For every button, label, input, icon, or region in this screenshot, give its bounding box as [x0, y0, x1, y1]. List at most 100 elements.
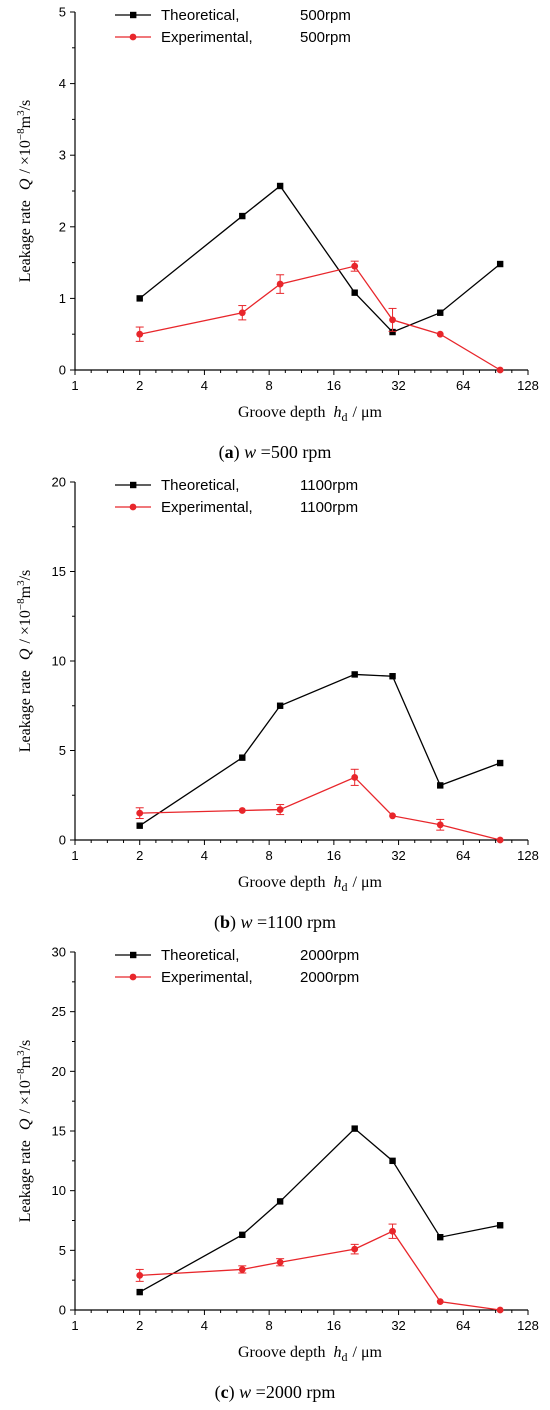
data-point-theoretical: [239, 754, 246, 761]
data-point-experimental: [276, 1258, 284, 1266]
y-tick-label: 5: [59, 1243, 66, 1258]
data-point-theoretical: [496, 260, 504, 268]
x-tick-label: 32: [391, 848, 405, 863]
y-axis-title-text: Leakage rate: [17, 670, 34, 752]
x-tick-label: 16: [327, 1318, 341, 1333]
y-axis-title: Leakage rate Q / ×10−8m3/s: [15, 1040, 34, 1223]
data-point-theoretical: [389, 673, 396, 680]
data-point-experimental: [136, 1271, 144, 1279]
data-point-theoretical: [136, 295, 143, 302]
x-tick-label: 2: [136, 848, 143, 863]
data-point-experimental: [351, 773, 359, 781]
x-tick-label: 128: [517, 378, 539, 393]
y-tick-label: 5: [59, 5, 66, 20]
figure-caption: (c) w =2000 rpm: [215, 1382, 336, 1403]
data-point-theoretical: [351, 671, 358, 678]
caption-value: =2000 rpm: [256, 1382, 336, 1402]
data-point-experimental: [238, 1266, 246, 1273]
data-point-theoretical: [351, 289, 358, 296]
data-point-experimental: [389, 812, 396, 820]
x-tick-label: 128: [517, 1318, 539, 1333]
x-axis-subscript: d: [342, 1350, 348, 1364]
x-axis-symbol: h: [334, 874, 342, 891]
caption-value: =500 rpm: [261, 442, 332, 462]
data-point-theoretical: [276, 182, 284, 190]
data-point-experimental: [496, 836, 504, 844]
data-point-theoretical: [389, 1157, 396, 1165]
data-point-experimental: [436, 330, 444, 338]
y-axis-unit2: m: [17, 1055, 34, 1068]
x-axis-title-text: Groove depth: [238, 404, 326, 421]
data-point-theoretical: [136, 1288, 143, 1296]
legend-label: Experimental,: [161, 499, 253, 516]
y-tick-label: 3: [59, 148, 66, 163]
x-axis-unit: / μm: [353, 404, 383, 421]
x-axis-unit: / μm: [353, 1344, 383, 1361]
caption-variable: w: [239, 1382, 251, 1402]
x-axis-subscript: d: [342, 880, 348, 894]
x-tick-label: 1: [71, 1318, 78, 1333]
y-axis-exponent: −8: [15, 128, 27, 140]
legend-marker: [130, 951, 137, 959]
x-axis-symbol: h: [334, 1344, 342, 1361]
y-axis-unit2: m: [17, 585, 34, 598]
caption-variable: w: [244, 442, 256, 462]
data-point-theoretical: [276, 1198, 284, 1205]
data-point-theoretical: [437, 782, 444, 789]
x-tick-label: 4: [201, 848, 208, 863]
x-tick-label: 4: [201, 378, 208, 393]
x-tick-label: 4: [201, 1318, 208, 1333]
figure-caption: (b) w =1100 rpm: [214, 912, 336, 933]
x-axis-subscript: d: [342, 410, 348, 424]
y-axis-exponent2: 3: [15, 580, 27, 586]
data-point-experimental: [276, 806, 284, 813]
y-tick-label: 2: [59, 219, 66, 234]
data-point-experimental: [136, 330, 144, 338]
caption-tag: c: [221, 1382, 229, 1402]
legend-label: Experimental,: [161, 969, 253, 986]
x-tick-label: 64: [456, 378, 470, 393]
legend-marker: [129, 973, 137, 981]
chart-panel-b: 0 5 10 15 20 1 2 4 8 16 32 64 128 Groove depth hd / μm…: [0, 470, 550, 940]
x-axis-symbol: h: [334, 404, 342, 421]
data-point-experimental: [436, 821, 444, 829]
data-point-experimental: [238, 309, 246, 317]
x-tick-label: 1: [71, 378, 78, 393]
data-point-theoretical: [496, 1222, 504, 1229]
series-line-experimental: [139, 1230, 501, 1311]
x-axis-title: Groove depth hd / μm: [238, 1344, 383, 1364]
data-point-theoretical: [239, 1231, 246, 1239]
data-point-experimental: [389, 316, 396, 324]
legend-label: Theoretical,: [161, 477, 239, 494]
legend-marker: [129, 503, 137, 511]
data-point-theoretical: [437, 1234, 444, 1241]
caption-tag: a: [225, 442, 234, 462]
series-line-experimental: [139, 265, 501, 371]
x-tick-label: 128: [517, 848, 539, 863]
legend-label: Theoretical,: [161, 7, 239, 24]
chart-panel-c: 0 5 10 15 20 25 30 1 2 4 8 16 32 64 128 Groove depth hd…: [0, 940, 550, 1410]
y-axis-title: Leakage rate Q / ×10−8m3/s: [15, 570, 34, 753]
chart-panel-a: 0 1 2 3 4 5 1 2 4 8 16 32 64 128 Groove depth hd / μm Le…: [0, 0, 550, 470]
legend-marker: [129, 33, 137, 41]
legend-label-suffix: 500rpm: [300, 29, 351, 46]
caption-variable: w: [241, 912, 253, 932]
y-axis-unit3: /s: [17, 1040, 34, 1051]
x-tick-label: 8: [266, 1318, 273, 1333]
y-tick-label: 15: [52, 1124, 66, 1139]
y-axis-unit: / ×10: [17, 1080, 34, 1113]
series-line-experimental: [139, 776, 501, 841]
legend-marker: [130, 481, 137, 489]
data-point-theoretical: [136, 822, 143, 829]
x-axis-unit: / μm: [353, 874, 383, 891]
data-point-experimental: [436, 1298, 444, 1306]
data-point-experimental: [238, 807, 246, 814]
legend-label-suffix: 2000rpm: [300, 947, 359, 964]
y-tick-label: 10: [52, 654, 66, 669]
y-tick-label: 20: [52, 475, 66, 490]
y-axis-unit2: m: [17, 115, 34, 128]
chart-c-svg: 0 5 10 15 20 25 30 1 2 4 8 16 32 64 128 Groove depth hd…: [15, 945, 539, 1404]
data-point-experimental: [351, 262, 359, 270]
y-tick-label: 4: [59, 76, 66, 91]
